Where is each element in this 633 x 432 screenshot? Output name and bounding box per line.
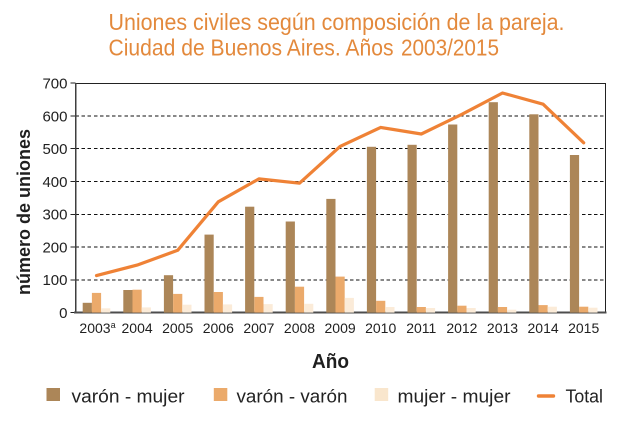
svg-text:2010: 2010	[365, 320, 396, 336]
svg-text:2003a: 2003a	[79, 320, 115, 336]
svg-text:Ciudad de Buenos Aires. Años: Ciudad de Buenos Aires. Años	[109, 35, 394, 61]
svg-text:600: 600	[42, 108, 67, 125]
svg-text:mujer - mujer: mujer - mujer	[398, 387, 511, 407]
svg-text:Uniones civiles según composic: Uniones civiles según composición de la …	[109, 9, 565, 35]
svg-text:2013: 2013	[487, 320, 518, 336]
svg-text:varón - mujer: varón - mujer	[72, 387, 185, 407]
svg-text:2014: 2014	[528, 320, 559, 336]
svg-text:número de uniones: número de uniones	[14, 129, 34, 295]
svg-text:2005: 2005	[162, 320, 193, 336]
svg-text:2004: 2004	[122, 320, 153, 336]
svg-text:2012: 2012	[446, 320, 477, 336]
svg-text:2011: 2011	[406, 320, 436, 336]
svg-text:500: 500	[42, 141, 67, 158]
svg-text:2007: 2007	[243, 320, 274, 336]
svg-text:700: 700	[42, 76, 67, 93]
svg-text:Año: Año	[312, 351, 349, 373]
svg-text:2009: 2009	[325, 320, 356, 336]
svg-text:2015: 2015	[568, 320, 599, 336]
svg-text:varón - varón: varón - varón	[237, 387, 348, 407]
svg-text:Total: Total	[566, 387, 604, 407]
svg-text:2003/2015: 2003/2015	[401, 35, 499, 61]
svg-text:300: 300	[42, 207, 67, 224]
svg-text:200: 200	[42, 239, 67, 256]
svg-text:400: 400	[42, 174, 67, 191]
svg-text:100: 100	[42, 272, 67, 289]
svg-text:0: 0	[59, 305, 67, 322]
svg-text:2008: 2008	[284, 320, 315, 336]
svg-text:2006: 2006	[203, 320, 234, 336]
